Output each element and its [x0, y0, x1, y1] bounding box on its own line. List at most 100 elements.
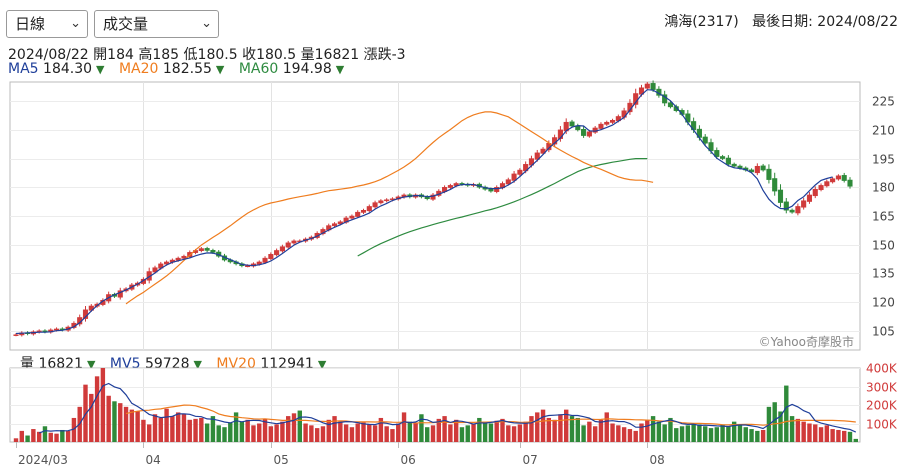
volume-bar: [592, 426, 598, 442]
volume-bar: [372, 425, 378, 442]
volume-bar: [847, 431, 853, 442]
candle-body: [285, 242, 291, 248]
volume-bar: [830, 429, 835, 442]
price-tick-label: 105: [872, 325, 895, 339]
volume-bar: [274, 424, 279, 442]
ma60-value: 194.98: [282, 61, 332, 77]
volume-bar: [13, 438, 19, 442]
chevron-down-icon: ⌄: [201, 16, 212, 31]
volume-bar: [604, 412, 609, 442]
volume-bar: [181, 414, 187, 442]
candle-body: [609, 120, 616, 123]
ma60-legend[interactable]: MA60 194.98 ▼: [239, 61, 344, 77]
candle-body: [841, 175, 847, 181]
volume-bar: [361, 422, 366, 442]
candle-body: [760, 165, 766, 171]
price-tick-label: 150: [872, 239, 895, 253]
volume-bar: [650, 416, 656, 442]
candle-body: [777, 189, 784, 203]
candle-body: [372, 202, 378, 208]
volume-bar: [789, 416, 795, 442]
volume-bar: [494, 420, 499, 442]
volume-bar: [257, 423, 262, 442]
price-tick-label: 195: [872, 153, 895, 167]
volume-bar: [187, 419, 192, 442]
volume-panel: 100K 200K 300K 400K: [9, 362, 898, 443]
watermark: ©Yahoo奇摩股市: [759, 334, 854, 349]
volume-bar: [175, 412, 181, 442]
candle-body: [818, 185, 824, 191]
candle-body: [256, 261, 262, 265]
candle-body: [847, 179, 853, 187]
volume-bar: [367, 424, 372, 442]
candle-body: [604, 121, 610, 125]
volume-bar: [291, 413, 297, 442]
volume-bar: [668, 417, 673, 442]
candle-body: [806, 194, 813, 202]
candle-body: [488, 188, 494, 192]
volume-bar: [129, 409, 135, 442]
candle-body: [783, 201, 789, 211]
volume-bar: [813, 424, 818, 442]
volume-bar: [106, 395, 111, 442]
candle-body: [772, 178, 778, 192]
candle-body: [164, 261, 170, 265]
volume-bar: [506, 425, 511, 442]
volume-bar: [784, 385, 789, 442]
candle-body: [650, 83, 656, 90]
volume-bar: [836, 429, 841, 442]
volume-bar: [343, 424, 349, 442]
volume-bar: [89, 393, 94, 442]
volume-bar: [772, 402, 777, 442]
volume-bar: [314, 428, 320, 442]
indicator-select[interactable]: 成交量 ⌄: [94, 10, 219, 38]
triangle-down-icon: ▼: [96, 63, 105, 76]
mv5-line: [38, 382, 857, 434]
candle-body: [702, 136, 708, 144]
volume-bar: [523, 421, 528, 442]
ma5-legend[interactable]: MA5 184.30 ▼: [8, 61, 109, 77]
volume-bar: [239, 421, 245, 442]
candle-body: [245, 265, 251, 268]
price-tick-label: 210: [872, 124, 895, 138]
x-tick-label: 08: [650, 453, 665, 467]
volume-bar: [540, 409, 546, 442]
volume-bar: [731, 421, 737, 442]
volume-bar: [222, 427, 227, 442]
candle-body: [447, 185, 453, 188]
volume-tick-label: 100K: [866, 418, 898, 432]
volume-bar: [552, 419, 557, 442]
volume-bar: [152, 414, 158, 442]
candle-body: [517, 169, 523, 175]
volume-bar: [338, 421, 343, 442]
candle-body: [430, 194, 436, 200]
last-date: 2024/08/22: [817, 14, 898, 30]
volume-bar: [280, 421, 285, 442]
change-label: 漲跌: [363, 47, 392, 63]
ma20-legend[interactable]: MA20 182.55 ▼: [119, 61, 229, 77]
volume-bar: [245, 419, 250, 442]
volume-bar: [575, 417, 580, 442]
triangle-down-icon: ▼: [335, 63, 345, 76]
volume-bar: [564, 409, 569, 442]
volume-bar: [112, 401, 117, 442]
candle-body: [291, 240, 297, 244]
volume-tick-label: 200K: [866, 399, 898, 413]
volume-bar: [459, 427, 465, 442]
candle-body: [720, 156, 726, 159]
volume-bar: [587, 421, 592, 442]
volume-bar: [714, 427, 719, 442]
volume-bar: [818, 427, 824, 442]
candle-body: [366, 206, 372, 212]
candle-body: [53, 328, 60, 331]
candle-body: [731, 163, 737, 167]
volume-bar: [164, 408, 169, 442]
period-select[interactable]: 日線 ⌄: [6, 10, 88, 38]
volume-bar: [477, 417, 482, 442]
candle-body: [204, 248, 210, 251]
candle-body: [494, 187, 500, 192]
low-value: 180.5: [197, 47, 238, 63]
candle-body: [586, 131, 592, 137]
candle-body: [181, 255, 187, 259]
